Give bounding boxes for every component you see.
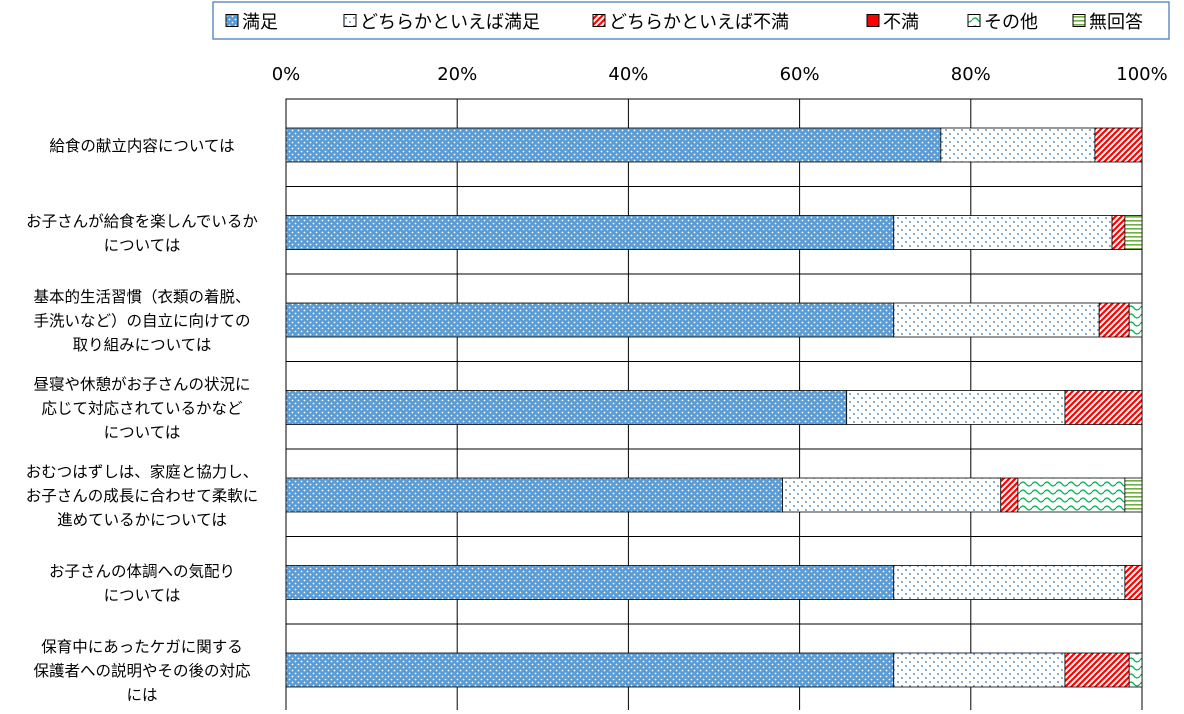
x-axis-tick-labels: 0% 20% 40% 60% 80% 100% bbox=[272, 64, 1168, 85]
legend-label: 満足 bbox=[242, 12, 278, 33]
x-tick-label: 0% bbox=[272, 64, 301, 85]
bar-segment-2-row-1 bbox=[940, 127, 1096, 163]
bar-segment-2-row-3 bbox=[893, 302, 1100, 338]
legend-label: 無回答 bbox=[1089, 12, 1143, 33]
legend-swatch bbox=[592, 14, 606, 27]
bar-segment-3-row-7 bbox=[1064, 652, 1130, 688]
legend-label: その他 bbox=[984, 12, 1038, 33]
legend-swatch bbox=[343, 14, 357, 27]
bar-segment-6-row-2 bbox=[1124, 215, 1143, 250]
bar-segment-1-row-7 bbox=[285, 652, 895, 688]
bar-segment-2-row-2 bbox=[893, 215, 1113, 250]
category-label: お子さんの体調への気配りについては bbox=[49, 563, 235, 605]
category-label: おむつはずしは、家庭と協力し、お子さんの成長に合わせて柔軟に進めているかについて… bbox=[26, 463, 259, 529]
legend-swatch bbox=[866, 14, 880, 27]
bar-segments bbox=[285, 127, 1143, 688]
x-tick-label: 100% bbox=[1116, 64, 1167, 85]
bar-segment-3-row-4 bbox=[1064, 390, 1143, 425]
legend-swatch bbox=[225, 14, 239, 27]
category-labels: 給食の献立内容についてはお子さんが給食を楽しんでいるかについては基本的生活習慣（… bbox=[26, 137, 259, 704]
bar-segment-1-row-4 bbox=[285, 390, 848, 425]
legend-items: 満足 どちらかといえば満足 どちらかといえば不満 不満 その他 無回答 bbox=[225, 12, 1143, 33]
legend-label: 不満 bbox=[883, 12, 919, 33]
legend-swatch bbox=[967, 14, 981, 27]
bar-segment-3-row-1 bbox=[1094, 127, 1143, 163]
category-label: 給食の献立内容については bbox=[49, 137, 234, 155]
category-label: お子さんが給食を楽しんでいるかについては bbox=[26, 213, 258, 255]
bar-segment-2-row-7 bbox=[893, 652, 1066, 688]
legend-frame bbox=[212, 1, 1170, 40]
legend-label: どちらかといえば不満 bbox=[609, 12, 789, 33]
x-tick-label: 20% bbox=[437, 64, 477, 85]
legend-label: どちらかといえば満足 bbox=[360, 12, 540, 33]
bar-segment-1-row-1 bbox=[285, 127, 942, 163]
x-tick-label: 60% bbox=[780, 64, 820, 85]
bar-segment-5-row-5 bbox=[1017, 477, 1126, 513]
category-label: 基本的生活習慣（衣類の着脱、手洗いなど）の自立に向けての取り組みについては bbox=[33, 288, 250, 354]
legend-swatch bbox=[1072, 14, 1086, 27]
bar-segment-5-row-3 bbox=[1128, 302, 1143, 338]
bar-segment-1-row-5 bbox=[285, 477, 783, 513]
bar-segment-2-row-6 bbox=[893, 565, 1126, 600]
bar-segment-1-row-2 bbox=[285, 215, 895, 250]
bar-segment-1-row-3 bbox=[285, 302, 895, 338]
category-label: 昼寝や休憩がお子さんの状況に応じて対応されているかなどについては bbox=[33, 375, 250, 442]
plot-area bbox=[285, 98, 1143, 713]
bar-segment-6-row-5 bbox=[1124, 477, 1143, 513]
bar-segment-3-row-5 bbox=[1000, 477, 1019, 513]
bar-segment-3-row-6 bbox=[1124, 565, 1143, 600]
bar-segment-1-row-6 bbox=[285, 565, 895, 600]
x-tick-label: 80% bbox=[951, 64, 991, 85]
bar-segment-3-row-2 bbox=[1111, 215, 1126, 250]
x-tick-label: 40% bbox=[608, 64, 648, 85]
bar-segment-3-row-3 bbox=[1098, 302, 1130, 338]
bar-segment-5-row-7 bbox=[1128, 652, 1143, 688]
bar-segment-2-row-5 bbox=[782, 477, 1002, 513]
chart-legend: 満足 どちらかといえば満足 どちらかといえば不満 不満 その他 無回答 bbox=[212, 1, 1170, 40]
bar-segment-2-row-4 bbox=[846, 390, 1066, 425]
category-label: 保育中にあったケガに関する保護者への説明やその後の対応には bbox=[33, 638, 251, 704]
